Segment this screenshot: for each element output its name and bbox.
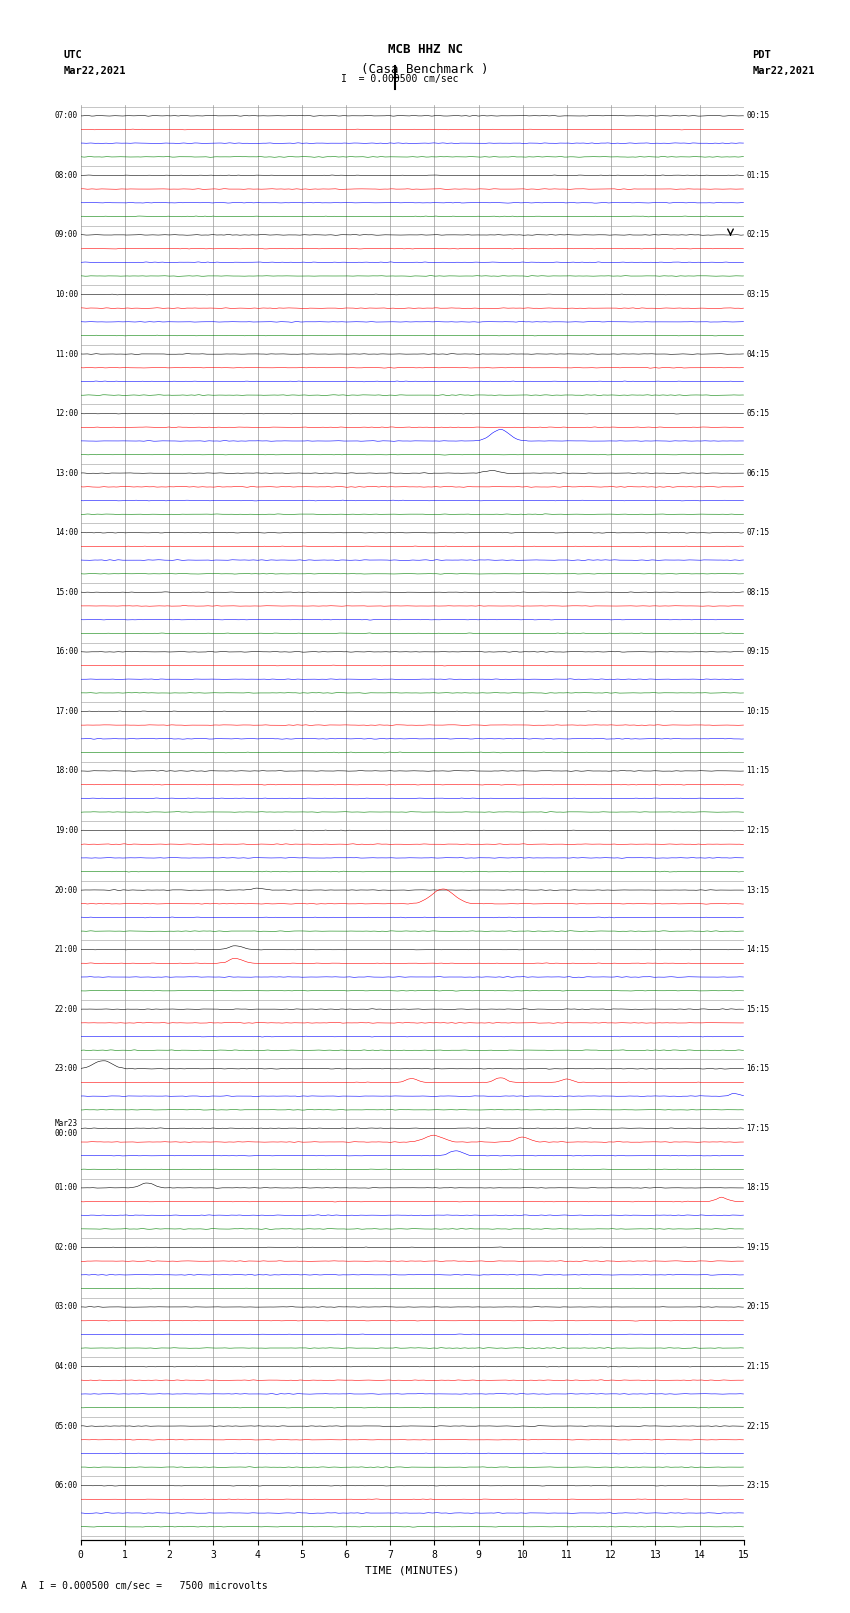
- Text: (Casa Benchmark ): (Casa Benchmark ): [361, 63, 489, 76]
- Text: PDT: PDT: [752, 50, 771, 60]
- Text: I  = 0.000500 cm/sec: I = 0.000500 cm/sec: [341, 74, 458, 84]
- Text: Mar22,2021: Mar22,2021: [64, 66, 127, 76]
- Text: MCB HHZ NC: MCB HHZ NC: [388, 44, 462, 56]
- Text: Mar22,2021: Mar22,2021: [752, 66, 815, 76]
- X-axis label: TIME (MINUTES): TIME (MINUTES): [365, 1566, 460, 1576]
- Text: UTC: UTC: [64, 50, 82, 60]
- Text: A  I = 0.000500 cm/sec =   7500 microvolts: A I = 0.000500 cm/sec = 7500 microvolts: [21, 1581, 268, 1590]
